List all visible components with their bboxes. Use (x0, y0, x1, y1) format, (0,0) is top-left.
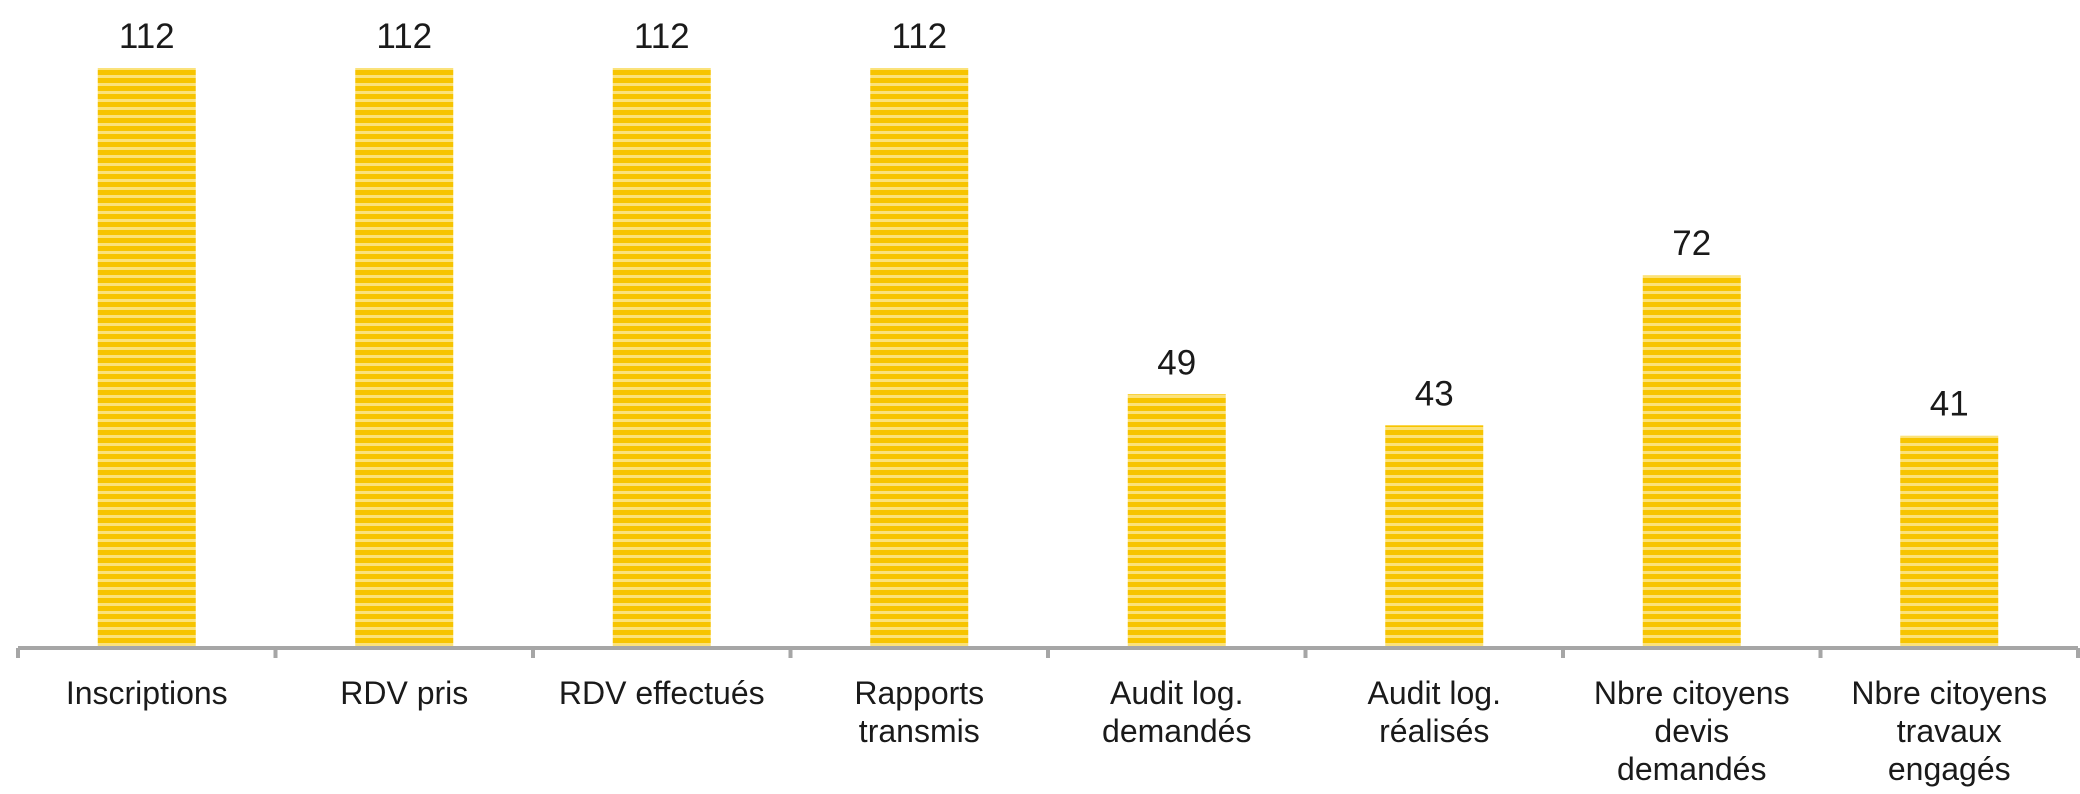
value-label-0: 112 (119, 17, 175, 56)
category-label-6-line-2: demandés (1617, 751, 1766, 787)
bar-1 (355, 68, 454, 648)
category-labels-group: Inscriptions RDV pris RDV effectués Rapport… (66, 675, 2047, 787)
category-label-6: Nbre citoyens devis demandés (1594, 675, 1790, 787)
category-label-2: RDV effectués (559, 675, 765, 711)
category-label-7-line-0: Nbre citoyens (1851, 675, 2047, 711)
category-label-7-line-1: travaux (1897, 713, 2002, 749)
category-label-5-line-0: Audit log. (1368, 675, 1501, 711)
category-label-3: Rapports transmis (854, 675, 984, 749)
bar-7 (1900, 435, 1999, 648)
value-label-6: 72 (1672, 224, 1711, 263)
value-labels-group: 112 112 112 112 49 43 72 41 (119, 17, 1969, 424)
category-label-1-line-0: RDV pris (340, 675, 468, 711)
category-label-6-line-0: Nbre citoyens (1594, 675, 1790, 711)
category-label-4-line-0: Audit log. (1110, 675, 1243, 711)
bar-0 (97, 68, 196, 648)
category-label-7: Nbre citoyens travaux engagés (1851, 675, 2047, 787)
value-label-7: 41 (1930, 385, 1969, 424)
category-label-4-line-1: demandés (1102, 713, 1251, 749)
category-label-3-line-1: transmis (859, 713, 980, 749)
bar-4 (1127, 394, 1226, 648)
value-label-1: 112 (376, 17, 432, 56)
category-label-2-line-0: RDV effectués (559, 675, 765, 711)
bar-2 (612, 68, 711, 648)
x-axis (16, 646, 2080, 658)
category-label-0-line-0: Inscriptions (66, 675, 228, 711)
category-label-1: RDV pris (340, 675, 468, 711)
bar-6 (1642, 275, 1741, 648)
category-label-4: Audit log. demandés (1102, 675, 1251, 749)
category-label-5: Audit log. réalisés (1368, 675, 1501, 749)
category-label-0: Inscriptions (66, 675, 228, 711)
category-label-6-line-1: devis (1654, 713, 1729, 749)
bar-5 (1385, 425, 1484, 648)
value-label-3: 112 (891, 17, 947, 56)
value-label-2: 112 (634, 17, 690, 56)
category-label-5-line-1: réalisés (1379, 713, 1489, 749)
bars-group (97, 68, 1999, 648)
bar-3 (870, 68, 969, 648)
value-label-5: 43 (1415, 374, 1454, 413)
value-label-4: 49 (1157, 343, 1196, 382)
category-label-3-line-0: Rapports (854, 675, 984, 711)
category-label-7-line-2: engagés (1888, 751, 2011, 787)
